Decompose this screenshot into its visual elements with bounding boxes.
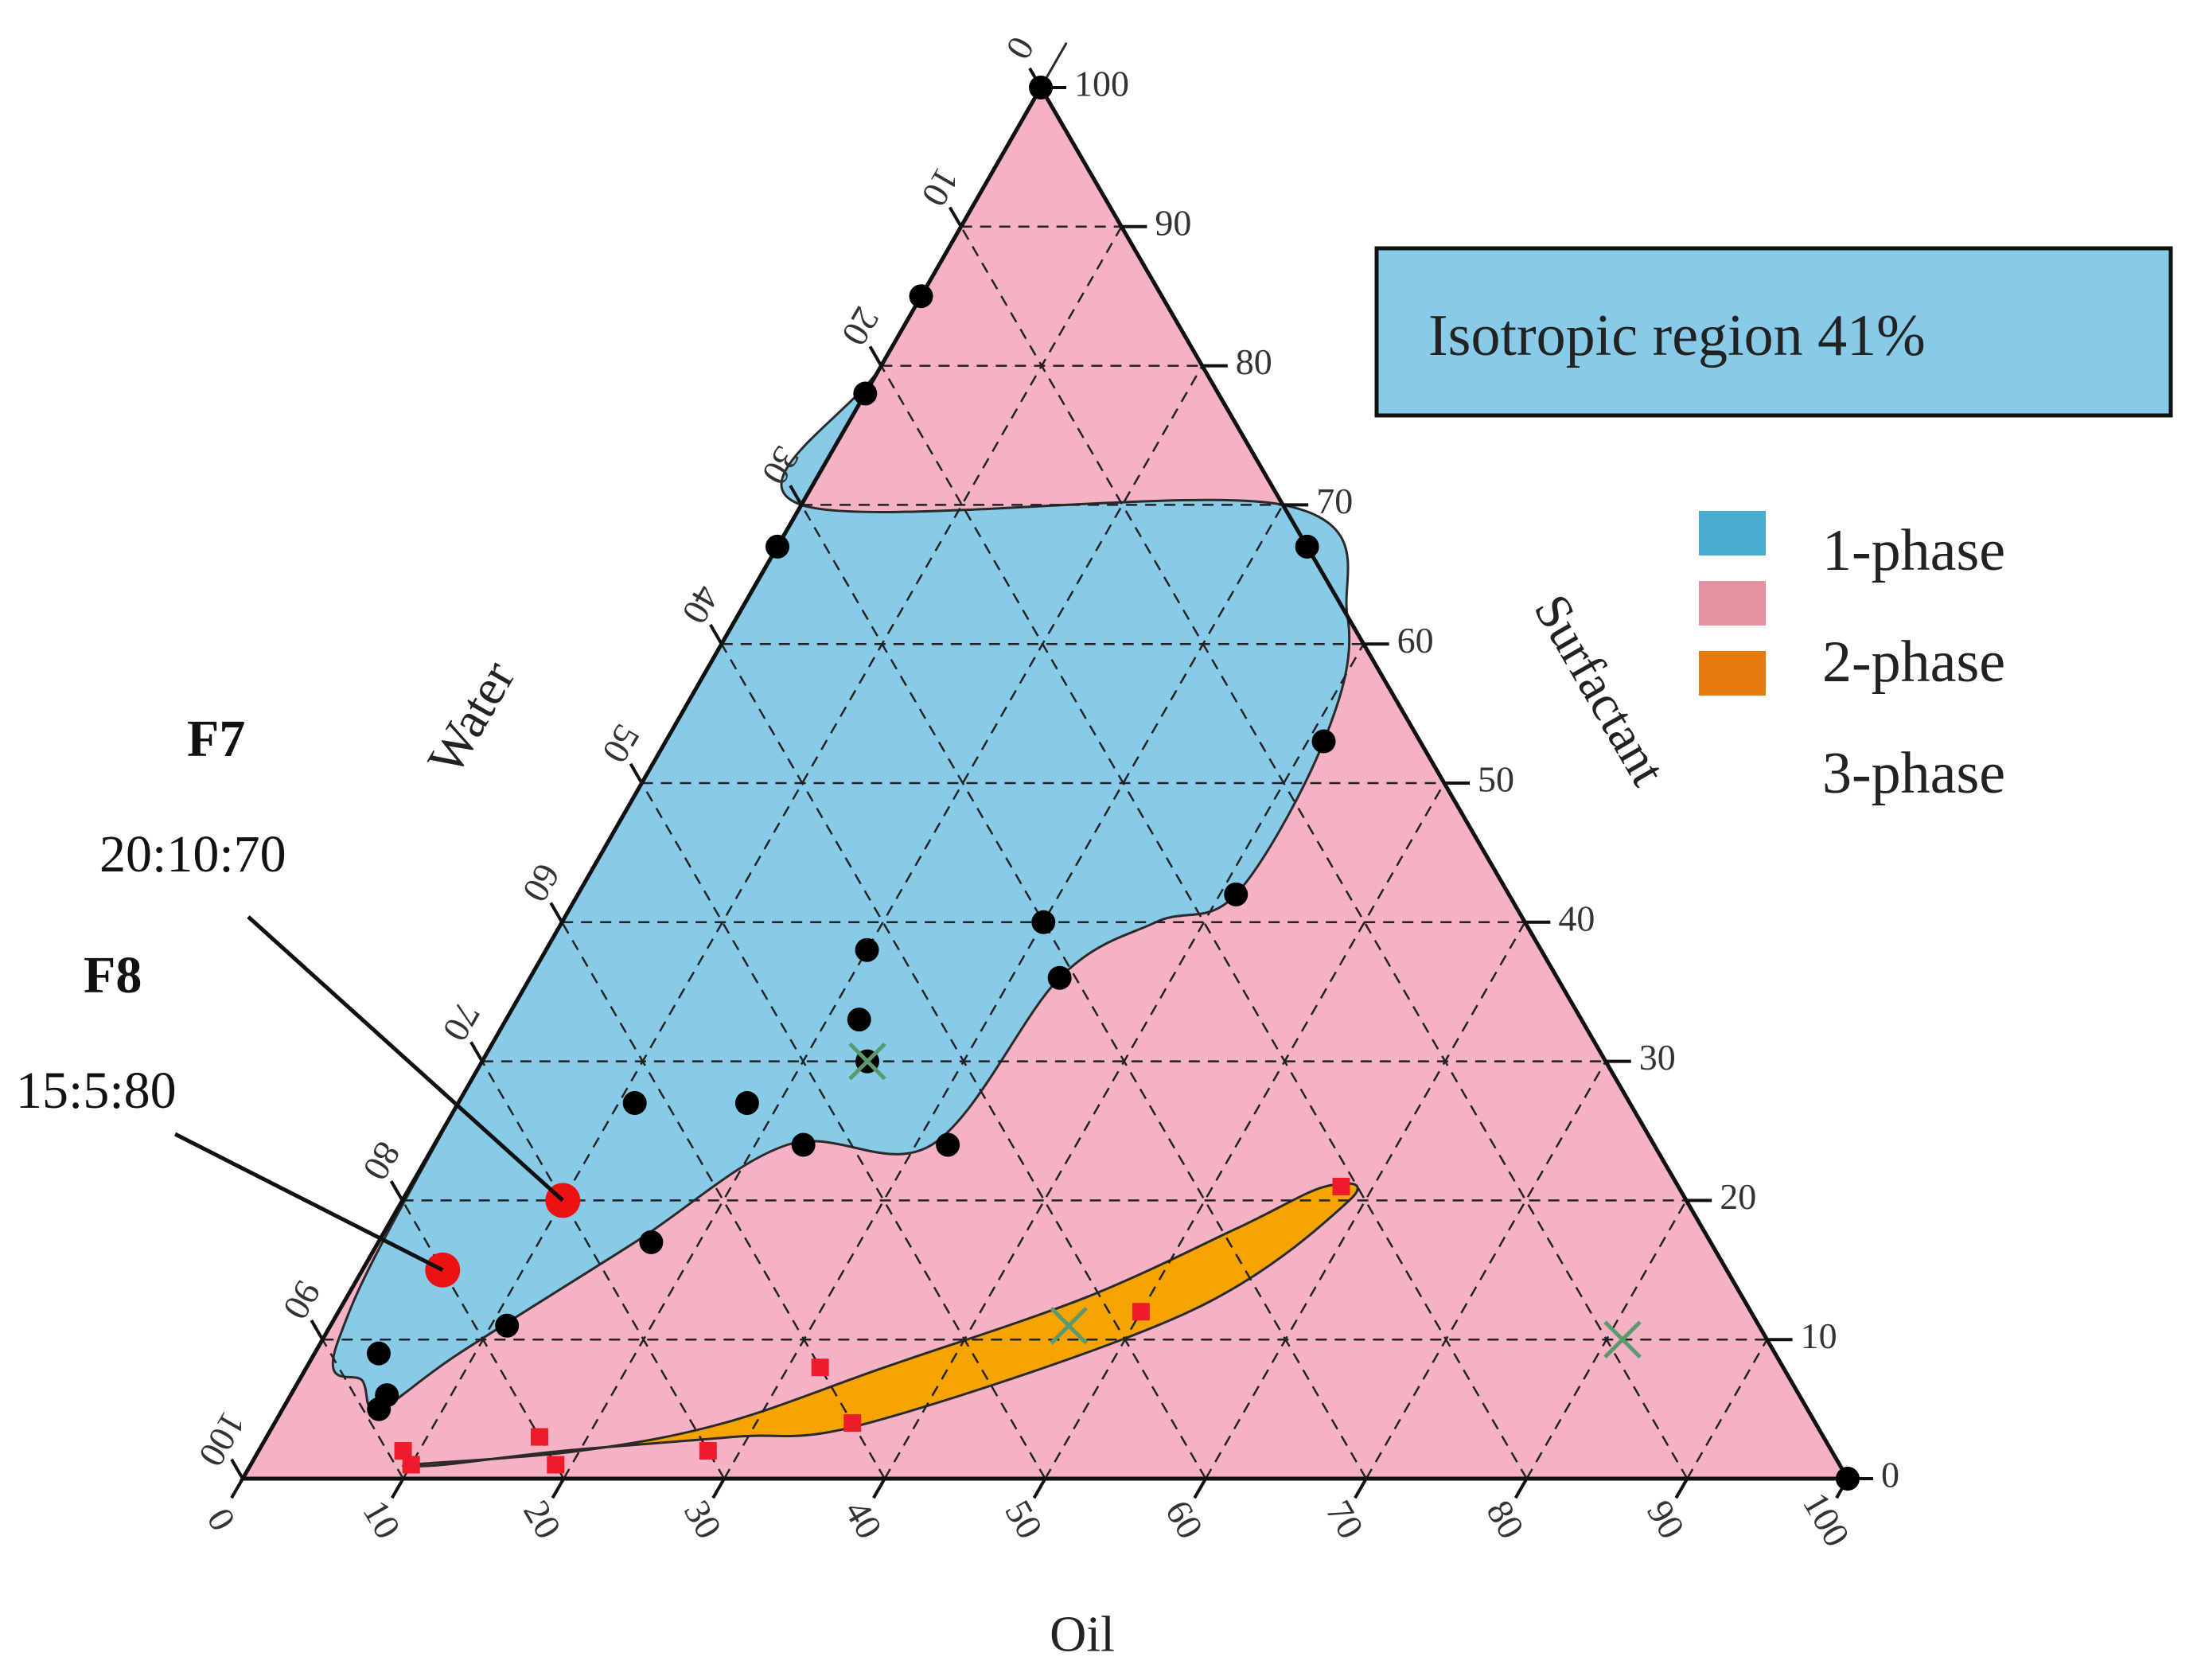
data-markers xyxy=(366,76,1860,1491)
left-tick-label: 90 xyxy=(275,1274,329,1326)
black-data-point xyxy=(1295,534,1319,559)
black-data-point xyxy=(855,937,879,962)
legend-swatch-1-phase xyxy=(1699,511,1766,555)
bottom-tick-label: 70 xyxy=(1319,1494,1372,1546)
right-tick-label: 0 xyxy=(1881,1455,1899,1495)
black-data-point xyxy=(909,284,933,309)
red-square-point xyxy=(402,1456,420,1474)
red-square-point xyxy=(547,1456,565,1474)
red-square-point xyxy=(699,1442,717,1460)
black-data-point xyxy=(765,534,790,559)
bottom-tick-label: 80 xyxy=(1478,1494,1532,1546)
right-tick-label: 40 xyxy=(1558,898,1595,938)
left-tick-label: 80 xyxy=(355,1135,408,1187)
black-data-point xyxy=(367,1397,392,1421)
info-box-background xyxy=(1374,246,2173,418)
bottom-tick-label: 90 xyxy=(1639,1494,1693,1546)
annotation-f7-name: F7 xyxy=(187,710,245,768)
black-data-point xyxy=(853,381,878,406)
annotation-f7: F7 20:10:70 xyxy=(99,710,564,1203)
red-square-point xyxy=(843,1414,862,1432)
legend-label-3-phase: 3-phase xyxy=(1822,741,2005,806)
annotation-f8-ratio: 15:5:80 xyxy=(16,1062,177,1120)
left-tick-label: 20 xyxy=(834,300,887,352)
green-cross-marker xyxy=(848,1042,886,1081)
annotation-f7-ratio: 20:10:70 xyxy=(99,825,286,883)
right-tick-label: 50 xyxy=(1478,759,1514,800)
right-tick-label: 90 xyxy=(1155,202,1191,243)
bottom-tick-label: 20 xyxy=(516,1494,569,1546)
black-data-point xyxy=(1029,76,1053,99)
black-data-point xyxy=(1224,882,1249,906)
legend-swatch-3-phase xyxy=(1699,651,1766,696)
red-square-point xyxy=(1332,1177,1350,1195)
green-cross-marker xyxy=(1603,1320,1642,1358)
black-data-point xyxy=(1031,910,1056,934)
bottom-tick-label: 50 xyxy=(997,1494,1050,1546)
red-square-point xyxy=(1132,1303,1150,1321)
black-data-point xyxy=(1047,965,1072,990)
bottom-tick-label: 10 xyxy=(355,1494,408,1546)
right-tick-label: 100 xyxy=(1074,64,1129,104)
black-data-point xyxy=(639,1230,664,1254)
left-tick-label: 0 xyxy=(998,30,1042,66)
annotation-f8-leader xyxy=(173,1132,444,1273)
red-square-point xyxy=(811,1358,829,1377)
black-data-point xyxy=(495,1313,520,1338)
right-tick-label: 70 xyxy=(1316,481,1353,521)
info-box-text: Isotropic region 41% xyxy=(1428,303,1926,368)
black-data-point xyxy=(936,1132,960,1157)
left-tick-label: 40 xyxy=(674,579,727,630)
left-tick-label: 60 xyxy=(515,857,568,909)
annotation-f8-name: F8 xyxy=(84,946,142,1004)
red-square-point xyxy=(394,1442,412,1460)
legend-label-2-phase: 2-phase xyxy=(1822,630,2005,695)
left-tick-label: 10 xyxy=(914,162,967,213)
black-data-point xyxy=(366,1341,391,1366)
black-data-point xyxy=(791,1132,816,1157)
bottom-tick-label: 60 xyxy=(1158,1494,1211,1546)
left-axis-title: Water xyxy=(417,651,526,783)
bottom-tick-label: 40 xyxy=(836,1494,890,1546)
legend-label-1-phase: 1-phase xyxy=(1822,518,2005,583)
left-tick-label: 70 xyxy=(435,996,489,1047)
right-tick-label: 10 xyxy=(1801,1316,1837,1356)
black-data-point xyxy=(734,1091,759,1116)
right-axis-title: Surfactant xyxy=(1523,585,1677,794)
annotation-f7-leader xyxy=(247,915,564,1203)
left-tick-label: 100 xyxy=(191,1405,254,1473)
black-data-point xyxy=(1311,729,1336,754)
bottom-tick-label: 0 xyxy=(199,1502,243,1538)
bottom-tick-label: 30 xyxy=(676,1494,730,1546)
right-tick-label: 20 xyxy=(1720,1176,1756,1217)
bottom-axis-title: Oil xyxy=(1050,1606,1115,1662)
black-data-point xyxy=(622,1091,647,1116)
right-tick-label: 30 xyxy=(1639,1037,1676,1078)
legend-swatch-2-phase xyxy=(1699,581,1766,626)
green-cross-marker xyxy=(1050,1306,1088,1345)
red-square-point xyxy=(530,1428,548,1446)
black-data-point xyxy=(1836,1467,1860,1491)
legend: 1-phase 2-phase 3-phase xyxy=(1699,511,2005,806)
bottom-tick-label: 100 xyxy=(1795,1486,1858,1553)
right-tick-label: 80 xyxy=(1236,341,1272,382)
right-tick-label: 60 xyxy=(1397,620,1434,661)
annotation-f8: F8 15:5:80 xyxy=(16,946,444,1273)
three-phase-region xyxy=(402,1182,1359,1468)
left-tick-label: 50 xyxy=(594,718,648,770)
info-box: Isotropic region 41% xyxy=(1374,246,2173,418)
black-data-point xyxy=(847,1008,871,1032)
dashed-grid xyxy=(321,225,1768,1479)
